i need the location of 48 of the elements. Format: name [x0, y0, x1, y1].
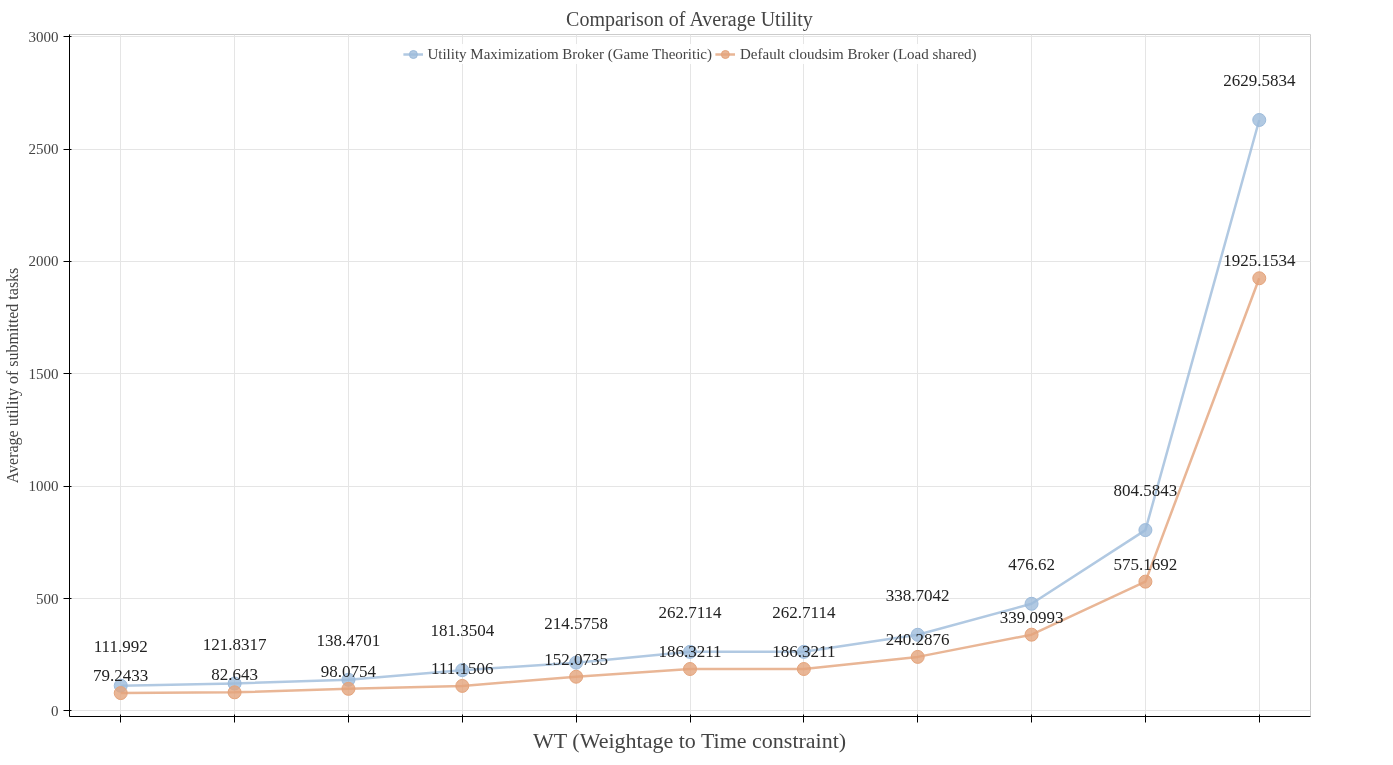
data-label: 111.992 — [93, 636, 148, 656]
x-axis-title: WT (Weightage to Time constraint) — [533, 727, 847, 753]
point — [1138, 523, 1153, 538]
data-label: 98.0754 — [320, 661, 377, 681]
data-label: 338.7042 — [885, 585, 950, 605]
data-label: 262.7114 — [658, 602, 723, 622]
y-tick-label: 0 — [51, 702, 59, 719]
data-label: 240.2876 — [885, 629, 950, 649]
point — [1252, 113, 1267, 127]
data-label: 82.643 — [211, 665, 258, 685]
data-label: 214.5758 — [544, 613, 609, 633]
point — [227, 685, 242, 700]
legend-label: Utility Maximizatiom Broker (Game Theoritic) — [427, 45, 713, 63]
data-label: 111.1506 — [431, 658, 494, 678]
y-tick-label: 1000 — [28, 478, 59, 495]
point — [1024, 596, 1039, 611]
y-tick-label: 500 — [36, 590, 59, 607]
data-label: 181.3504 — [430, 621, 495, 641]
data-label: 138.4701 — [316, 630, 381, 650]
legend-label: Default cloudsim Broker (Load shared) — [740, 45, 977, 63]
point — [796, 662, 811, 676]
data-label: 262.7114 — [772, 602, 836, 622]
data-label: 476.62 — [1008, 554, 1055, 574]
y-axis-title: Average utility of submitted tasks — [3, 267, 22, 484]
y-tick-label: 1500 — [28, 365, 59, 382]
data-label: 2629.5834 — [1223, 70, 1296, 90]
point — [683, 662, 697, 676]
point — [910, 649, 925, 664]
point — [1138, 574, 1153, 589]
point — [455, 678, 470, 693]
y-tick-label: 2500 — [28, 141, 59, 158]
data-label: 186.3211 — [658, 642, 722, 662]
y-tick-label: 2000 — [28, 253, 59, 270]
data-label: 152.0735 — [544, 649, 609, 669]
point — [341, 681, 356, 696]
point — [569, 669, 584, 684]
point — [113, 686, 128, 701]
data-label: 575.1692 — [1113, 554, 1178, 574]
point — [1024, 627, 1039, 642]
data-label: 79.2433 — [93, 666, 149, 686]
y-tick-label: 3000 — [28, 28, 59, 45]
data-label: 121.8317 — [202, 634, 267, 654]
data-label: 1925.1534 — [1223, 251, 1296, 271]
data-label: 186.3211 — [772, 642, 836, 662]
point — [1252, 271, 1267, 286]
data-label: 804.5843 — [1113, 481, 1178, 501]
chart-title: Comparison of Average Utility — [566, 7, 813, 31]
data-label: 339.0993 — [999, 607, 1064, 627]
